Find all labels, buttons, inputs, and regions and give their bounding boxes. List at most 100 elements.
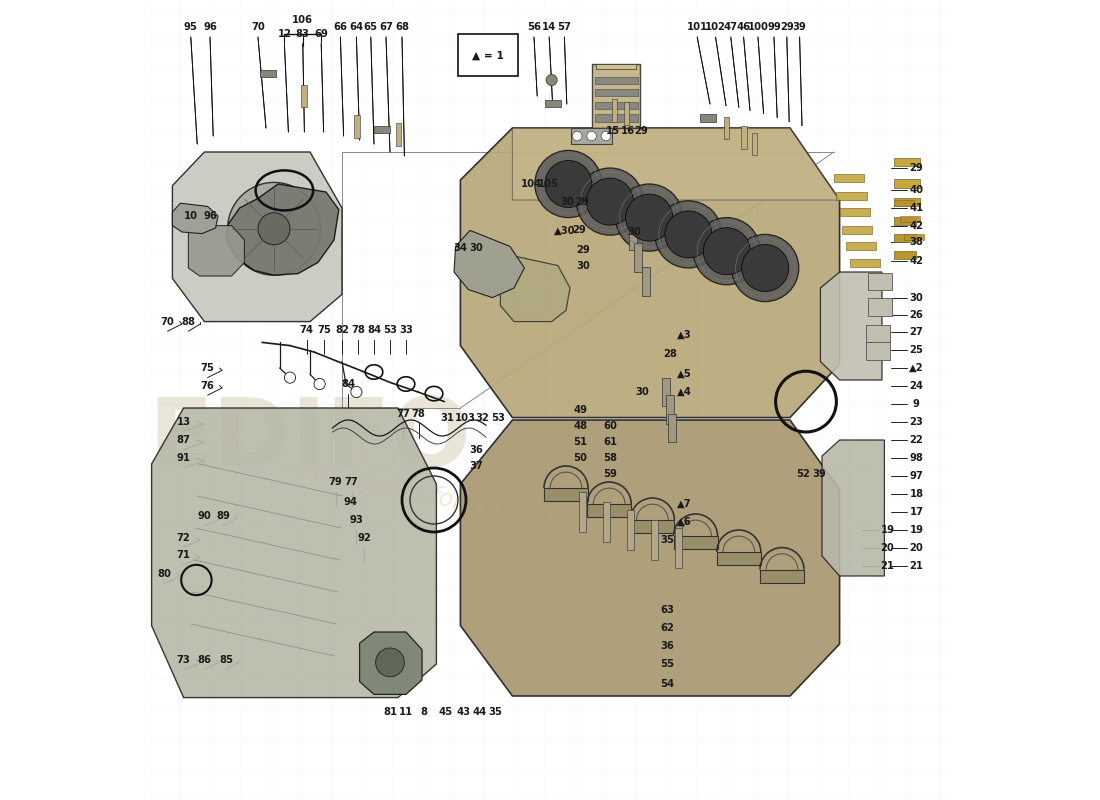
Text: 11: 11 (399, 707, 414, 717)
Text: 44: 44 (473, 707, 486, 717)
Text: 35: 35 (488, 707, 503, 717)
Text: 36: 36 (470, 445, 483, 454)
Bar (627, 510, 634, 550)
Text: 29: 29 (910, 163, 923, 173)
Text: 21: 21 (881, 562, 894, 571)
Bar (903, 234, 924, 240)
Text: 57: 57 (558, 22, 571, 32)
Text: 89: 89 (217, 511, 231, 521)
Text: 77: 77 (396, 409, 409, 418)
Text: 47: 47 (724, 22, 738, 32)
Bar (571, 128, 613, 144)
Text: 20: 20 (910, 543, 923, 553)
Text: 39: 39 (793, 22, 806, 32)
Bar (866, 325, 890, 342)
Bar (668, 414, 675, 442)
Text: 85: 85 (219, 655, 233, 665)
Circle shape (693, 218, 760, 285)
Text: 20: 20 (881, 543, 894, 553)
Polygon shape (360, 632, 422, 694)
Text: 35: 35 (661, 535, 674, 545)
Text: 62: 62 (661, 623, 674, 633)
Text: 42: 42 (910, 221, 923, 230)
Text: 64: 64 (350, 22, 363, 32)
Text: 50: 50 (573, 454, 587, 463)
Bar (836, 192, 867, 200)
Bar (662, 378, 670, 406)
Text: 42: 42 (910, 256, 923, 266)
Text: 56: 56 (527, 22, 541, 32)
Text: 92: 92 (358, 533, 372, 542)
Bar (760, 570, 804, 582)
Bar (301, 85, 307, 107)
Text: 87: 87 (177, 435, 190, 445)
Polygon shape (822, 440, 884, 576)
Bar (894, 200, 914, 206)
Text: 30: 30 (576, 261, 590, 270)
Bar (842, 226, 872, 234)
Bar (724, 117, 729, 139)
Circle shape (586, 178, 634, 225)
Text: 30: 30 (910, 293, 923, 302)
Text: 94: 94 (343, 498, 358, 507)
Bar (834, 174, 865, 182)
Text: 55: 55 (661, 659, 674, 669)
Text: 30: 30 (635, 387, 649, 397)
Bar (866, 342, 890, 360)
Text: 37: 37 (470, 461, 483, 470)
Text: 10: 10 (184, 211, 198, 221)
Text: 14: 14 (542, 22, 557, 32)
Text: 21: 21 (910, 562, 923, 571)
Text: 30: 30 (627, 227, 641, 237)
Text: 29: 29 (573, 226, 586, 235)
Text: 82: 82 (336, 326, 349, 335)
Polygon shape (461, 420, 839, 696)
Text: 32: 32 (475, 414, 488, 423)
Bar (673, 536, 717, 549)
Bar (846, 242, 877, 250)
Text: 95: 95 (184, 22, 198, 32)
Text: 100: 100 (748, 22, 769, 32)
Text: 29: 29 (635, 126, 648, 136)
Text: ▲4: ▲4 (676, 387, 692, 397)
Circle shape (258, 213, 290, 245)
Text: 24: 24 (910, 381, 923, 390)
Text: 68: 68 (395, 22, 409, 32)
Circle shape (572, 131, 582, 141)
Bar (630, 520, 674, 534)
Text: 69: 69 (315, 29, 328, 38)
Bar (894, 179, 920, 188)
Text: 27: 27 (910, 327, 923, 337)
Bar (603, 502, 611, 542)
Text: 25: 25 (910, 346, 923, 355)
Text: 97: 97 (910, 471, 923, 481)
Text: 29: 29 (576, 245, 590, 254)
Bar (894, 217, 916, 225)
Circle shape (228, 182, 320, 275)
Text: 79: 79 (329, 478, 342, 487)
Bar (396, 123, 402, 146)
Text: 93: 93 (350, 515, 363, 525)
Circle shape (535, 150, 602, 218)
Polygon shape (821, 272, 882, 380)
Text: 19: 19 (881, 526, 894, 535)
Text: 106: 106 (293, 15, 314, 25)
Text: 101: 101 (686, 22, 707, 32)
Circle shape (375, 648, 405, 677)
Text: 45: 45 (439, 707, 453, 717)
Text: 65: 65 (364, 22, 377, 32)
Bar (374, 126, 390, 133)
Bar (894, 198, 920, 206)
Bar (894, 234, 916, 242)
Text: 40: 40 (910, 186, 923, 195)
Bar (674, 528, 682, 568)
Bar (839, 208, 870, 216)
Circle shape (285, 372, 296, 383)
Text: 73: 73 (177, 655, 190, 665)
Bar (579, 492, 586, 532)
Text: 83: 83 (296, 29, 310, 38)
Circle shape (616, 184, 683, 251)
Text: 8: 8 (420, 707, 427, 717)
Text: 58: 58 (603, 454, 617, 463)
Text: ▲ = 1: ▲ = 1 (472, 50, 504, 60)
